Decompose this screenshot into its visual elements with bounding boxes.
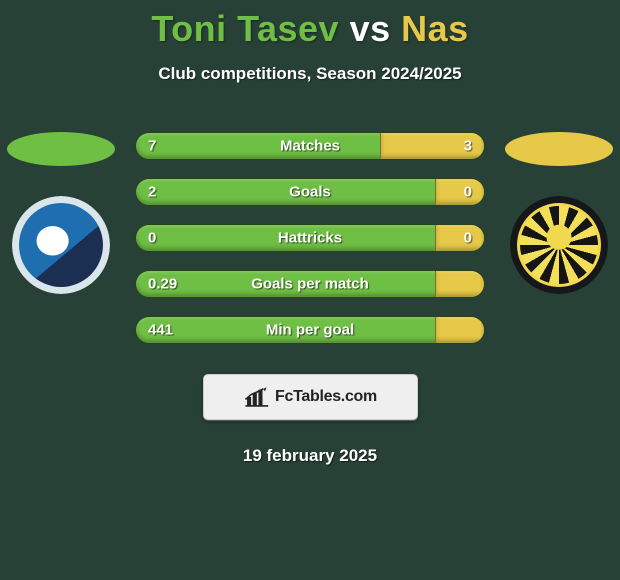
comparison-card: Toni Tasev vs Nas Club competitions, Sea… — [0, 0, 620, 580]
stat-bar: 2Goals0 — [135, 178, 485, 206]
stat-label: Hattricks — [136, 230, 484, 247]
title-left-name: Toni Tasev — [151, 8, 339, 49]
stat-bar-right-fill — [435, 225, 484, 251]
brand-label: FcTables.com — [275, 388, 377, 406]
stat-left-value: 0.29 — [148, 276, 177, 293]
stat-left-value: 2 — [148, 184, 156, 201]
stat-bars: 7Matches32Goals00Hattricks00.29Goals per… — [135, 132, 485, 344]
comparison-body: 7Matches32Goals00Hattricks00.29Goals per… — [0, 132, 620, 466]
brand-pill[interactable]: FcTables.com — [203, 374, 418, 420]
right-player-placeholder — [505, 132, 613, 166]
stat-left-value: 441 — [148, 322, 173, 339]
left-player-column — [6, 132, 116, 294]
stat-label: Min per goal — [136, 322, 484, 339]
stat-label: Goals — [136, 184, 484, 201]
stat-bar: 441Min per goal — [135, 316, 485, 344]
right-club-badge — [510, 196, 608, 294]
stat-right-value: 3 — [464, 138, 472, 155]
page-title: Toni Tasev vs Nas — [0, 0, 620, 50]
stat-bar-right-fill — [435, 317, 484, 343]
subtitle: Club competitions, Season 2024/2025 — [0, 64, 620, 84]
stat-right-value: 0 — [464, 184, 472, 201]
stat-bar-right-fill — [435, 271, 484, 297]
comparison-date: 19 february 2025 — [0, 446, 620, 466]
stat-bar: 0.29Goals per match — [135, 270, 485, 298]
stat-bar-right-fill — [435, 179, 484, 205]
stat-left-value: 0 — [148, 230, 156, 247]
stat-bar: 0Hattricks0 — [135, 224, 485, 252]
stat-left-value: 7 — [148, 138, 156, 155]
bar-chart-icon — [243, 386, 269, 408]
title-right-name: Nas — [401, 8, 469, 49]
stat-bar: 7Matches3 — [135, 132, 485, 160]
stat-right-value: 0 — [464, 230, 472, 247]
title-vs: vs — [350, 8, 391, 49]
right-player-column — [504, 132, 614, 294]
left-club-badge — [12, 196, 110, 294]
stat-label: Goals per match — [136, 276, 484, 293]
left-player-placeholder — [7, 132, 115, 166]
